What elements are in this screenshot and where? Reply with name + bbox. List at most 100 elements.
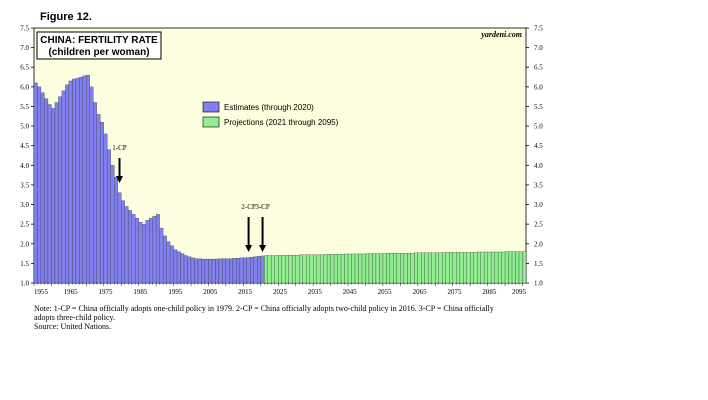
estimate-bar [100, 122, 104, 284]
projection-bar [330, 254, 335, 284]
projection-bar [361, 253, 366, 284]
projection-bar [299, 254, 303, 284]
estimate-bar [180, 253, 185, 284]
fertility-rate-chart: 1.0 1.5 2.0 2.5 3.0 3.5 4.0 4.5 5.0 5.5 6.0 6.5 7.0 7… [20, 25, 543, 297]
estimate-bar [250, 256, 254, 284]
estimate-bar [33, 82, 38, 284]
estimate-bar [51, 108, 56, 284]
projection-bar [483, 251, 488, 284]
x-tick-label: 2065 [413, 288, 428, 296]
y-tick-label-right: 7.0 [534, 44, 543, 52]
projection-bar [476, 251, 481, 284]
y-tick-label-right: 2.5 [534, 221, 543, 229]
projection-bar [340, 254, 345, 284]
y-tick-label-right: 4.5 [534, 142, 543, 150]
estimate-bar [211, 258, 216, 284]
estimate-bar [246, 257, 251, 284]
annotation-arrow-head [245, 245, 253, 252]
projection-bar [407, 253, 411, 284]
x-tick-label: 2035 [308, 288, 323, 296]
projection-bar [344, 253, 349, 284]
projection-bar [431, 252, 436, 284]
projection-bar [306, 254, 310, 284]
annotation-label: 1-CP [112, 144, 127, 152]
y-tick-label-right: 5.0 [534, 123, 543, 131]
y-tick-label-left: 1.5 [20, 260, 29, 268]
projection-bar [382, 253, 387, 284]
x-tick-label: 1975 [99, 288, 114, 296]
estimate-bar [201, 258, 206, 284]
estimate-bar [68, 80, 73, 284]
projection-bar [267, 255, 272, 284]
y-tick-label-left: 7.5 [20, 25, 29, 33]
projection-bar [326, 254, 331, 284]
estimate-bar [187, 256, 192, 284]
projection-bar [487, 251, 492, 284]
projection-bar [347, 253, 352, 284]
estimate-bar [183, 255, 188, 284]
y-tick-label-left: 6.5 [20, 64, 29, 72]
estimate-bar [121, 200, 125, 284]
y-tick-label-right: 1.5 [534, 260, 543, 268]
projection-bar [438, 252, 443, 284]
y-tick-label-right: 6.0 [534, 83, 543, 91]
projection-bar [264, 255, 268, 284]
y-tick-label-left: 3.0 [20, 201, 29, 209]
x-tick-label: 2025 [273, 288, 288, 296]
y-tick-label-left: 2.5 [20, 221, 29, 229]
projection-bar [417, 252, 422, 284]
estimate-bar [253, 256, 258, 284]
y-tick-label-right: 3.5 [534, 181, 543, 189]
x-tick-label: 2045 [343, 288, 358, 296]
projection-bar [445, 252, 450, 284]
projection-bar [312, 254, 317, 284]
estimate-bar [117, 192, 122, 284]
x-tick-label: 1995 [168, 288, 183, 296]
estimate-bar [243, 257, 248, 284]
x-tick-label: 2075 [447, 288, 462, 296]
estimate-bar [257, 256, 261, 284]
estimate-bar [75, 78, 80, 284]
projection-bar [365, 253, 370, 284]
chart-title: CHINA: FERTILITY RATE [40, 35, 158, 46]
projection-bar [494, 251, 499, 284]
title-box [36, 31, 162, 60]
estimate-bar [86, 74, 90, 284]
estimate-bar [138, 222, 143, 284]
projection-bar [354, 253, 359, 284]
legend-label-projections: Projections (2021 through 2095) [224, 118, 339, 127]
estimate-bar [176, 251, 181, 284]
projection-bar [490, 251, 495, 284]
source-text: Source: United Nations. [34, 322, 112, 331]
estimate-bar [208, 258, 213, 284]
projection-bar [428, 252, 432, 284]
projection-bar [319, 254, 324, 284]
projection-bar [456, 252, 460, 284]
projection-bar [501, 251, 506, 284]
legend-swatch-estimates [202, 101, 220, 113]
projection-bar [508, 251, 513, 284]
projection-bar [274, 255, 279, 284]
y-tick-label-left: 4.0 [20, 162, 29, 170]
projection-bar [518, 251, 523, 284]
estimate-bar [96, 114, 101, 284]
projection-bar [459, 252, 464, 284]
projection-bar [522, 251, 527, 284]
estimate-bar [128, 210, 132, 284]
projection-bar [442, 252, 446, 284]
estimate-bar [37, 86, 42, 284]
projection-bar [403, 253, 408, 284]
projection-bar [463, 252, 467, 284]
estimate-bar [114, 176, 118, 284]
y-tick-label-right: 2.0 [534, 240, 543, 248]
projection-bar [323, 254, 328, 284]
y-tick-label-right: 1.0 [534, 280, 543, 288]
projection-bar [368, 253, 373, 284]
y-tick-label-left: 6.0 [20, 83, 29, 91]
estimate-bar [131, 214, 136, 284]
estimate-bar [142, 223, 146, 284]
estimate-bar [169, 245, 174, 284]
projection-bar [333, 254, 338, 284]
legend-label-estimates: Estimates (through 2020) [224, 103, 314, 112]
estimate-bar [194, 258, 199, 284]
